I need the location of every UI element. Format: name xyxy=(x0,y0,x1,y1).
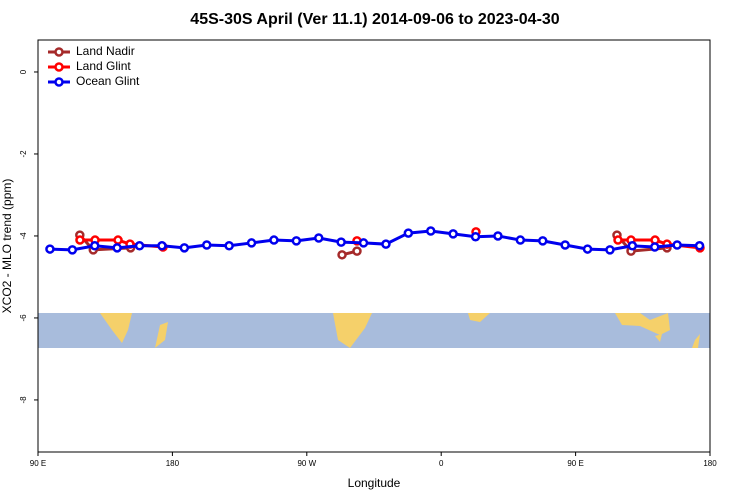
y-axis-label: XCO2 - MLO trend (ppm) xyxy=(0,179,14,314)
point xyxy=(246,238,257,248)
point xyxy=(134,241,145,251)
point xyxy=(448,229,458,239)
legend-marker xyxy=(54,47,64,57)
point xyxy=(67,245,78,255)
x-tick-label: 90 E xyxy=(567,459,583,468)
x-tick-label: 90 E xyxy=(30,459,46,468)
point xyxy=(613,235,623,245)
point xyxy=(112,243,122,253)
point xyxy=(649,242,660,252)
point xyxy=(605,245,615,255)
legend-label: Land Glint xyxy=(76,59,131,73)
point xyxy=(113,235,123,245)
point xyxy=(537,236,548,246)
map-strip xyxy=(38,313,710,348)
chart-title: 45S-30S April (Ver 11.1) 2014-09-06 to 2… xyxy=(190,11,560,28)
series-line xyxy=(49,229,700,252)
y-tick-label: -6 xyxy=(19,314,28,322)
y-tick-label: 0 xyxy=(19,69,28,74)
point xyxy=(201,240,212,250)
point xyxy=(313,233,324,243)
point xyxy=(493,231,503,241)
point xyxy=(269,235,279,245)
legend-label: Land Nadir xyxy=(76,44,135,58)
point xyxy=(89,241,100,251)
point xyxy=(336,237,346,247)
point xyxy=(75,235,85,245)
point xyxy=(582,244,593,254)
point xyxy=(381,239,391,249)
x-tick-label: 180 xyxy=(166,459,180,468)
point xyxy=(337,250,347,260)
legend-label: Ocean Glint xyxy=(76,74,140,88)
point xyxy=(358,238,369,248)
point xyxy=(179,243,190,253)
point xyxy=(224,241,234,251)
point xyxy=(470,232,481,242)
point xyxy=(291,236,302,246)
point xyxy=(45,244,55,254)
y-tick-label: -4 xyxy=(19,232,28,240)
x-tick-label: 0 xyxy=(439,459,444,468)
point xyxy=(672,240,682,250)
legend-marker xyxy=(54,77,64,87)
point xyxy=(694,241,705,251)
y-tick-label: -2 xyxy=(19,150,28,158)
y-tick-label: -8 xyxy=(19,396,28,404)
point xyxy=(403,228,414,238)
point xyxy=(627,241,638,251)
plot-frame xyxy=(37,39,711,453)
point xyxy=(352,246,362,256)
point xyxy=(157,241,167,251)
x-axis-label: Longitude xyxy=(348,476,401,490)
point xyxy=(560,240,570,250)
point xyxy=(515,235,526,245)
x-tick-label: 90 W xyxy=(297,459,316,468)
x-tick-label: 180 xyxy=(703,459,717,468)
legend-marker xyxy=(54,62,64,72)
point xyxy=(425,226,436,236)
